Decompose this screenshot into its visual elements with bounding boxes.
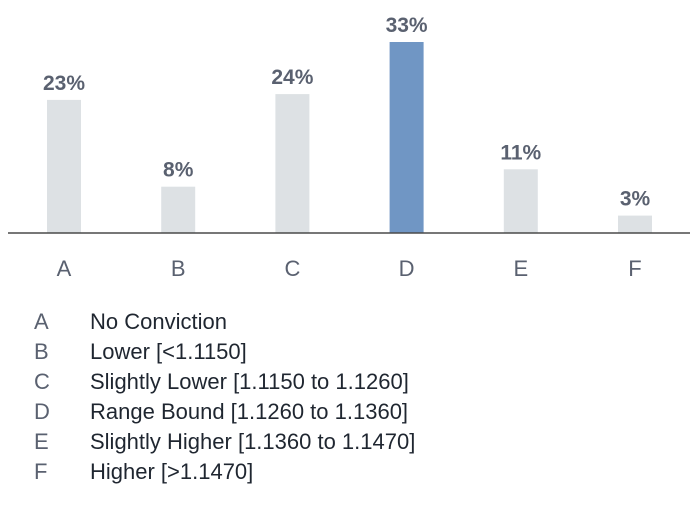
bar-f [618, 215, 652, 233]
legend-key: C [34, 369, 50, 394]
value-label-d: 33% [386, 14, 428, 37]
bar-e [503, 169, 538, 233]
legend-key: B [34, 339, 49, 364]
legend-description: Range Bound [1.1260 to 1.1360] [90, 399, 409, 424]
value-label-e: 11% [500, 141, 541, 164]
legend-key: A [34, 309, 49, 334]
legend-description: No Conviction [90, 309, 227, 334]
category-legend: A No Conviction B Lower [<1.1150] C Slightl… [34, 307, 415, 487]
legend-description: Lower [<1.1150] [90, 339, 247, 364]
legend-item: F Higher [>1.1470] [34, 457, 415, 487]
category-label-a: A [57, 256, 72, 281]
legend-description: Higher [>1.1470] [90, 459, 254, 484]
legend-description: Slightly Higher [1.1360 to 1.1470] [90, 429, 416, 454]
bar-chart: 23% A 8% B 24% C 33% D 11% E 3% F [8, 14, 690, 281]
bars-group [47, 42, 652, 234]
category-label-b: B [171, 256, 186, 281]
legend-item: C Slightly Lower [1.1150 to 1.1260] [34, 367, 415, 397]
legend-description: Slightly Lower [1.1150 to 1.1260] [90, 369, 409, 394]
bar-b [161, 186, 196, 233]
value-label-c: 24% [271, 66, 313, 89]
value-label-f: 3% [620, 188, 651, 211]
bar-a [47, 99, 81, 234]
legend-key: E [34, 429, 49, 454]
value-label-b: 8% [163, 159, 194, 182]
labels-group: 23% A 8% B 24% C 33% D 11% E 3% F [43, 14, 651, 281]
legend-key: D [34, 399, 50, 424]
bar-d [389, 42, 424, 233]
category-label-f: F [628, 256, 641, 281]
category-label-e: E [513, 256, 528, 281]
legend-item: B Lower [<1.1150] [34, 337, 415, 367]
legend-item: E Slightly Higher [1.1360 to 1.1470] [34, 427, 415, 457]
legend-key: F [34, 459, 48, 484]
category-label-d: D [399, 256, 415, 281]
category-label-c: C [284, 256, 300, 281]
value-label-a: 23% [43, 72, 85, 95]
bar-c [275, 94, 310, 233]
legend-item: D Range Bound [1.1260 to 1.1360] [34, 397, 415, 427]
legend-item: A No Conviction [34, 307, 415, 337]
